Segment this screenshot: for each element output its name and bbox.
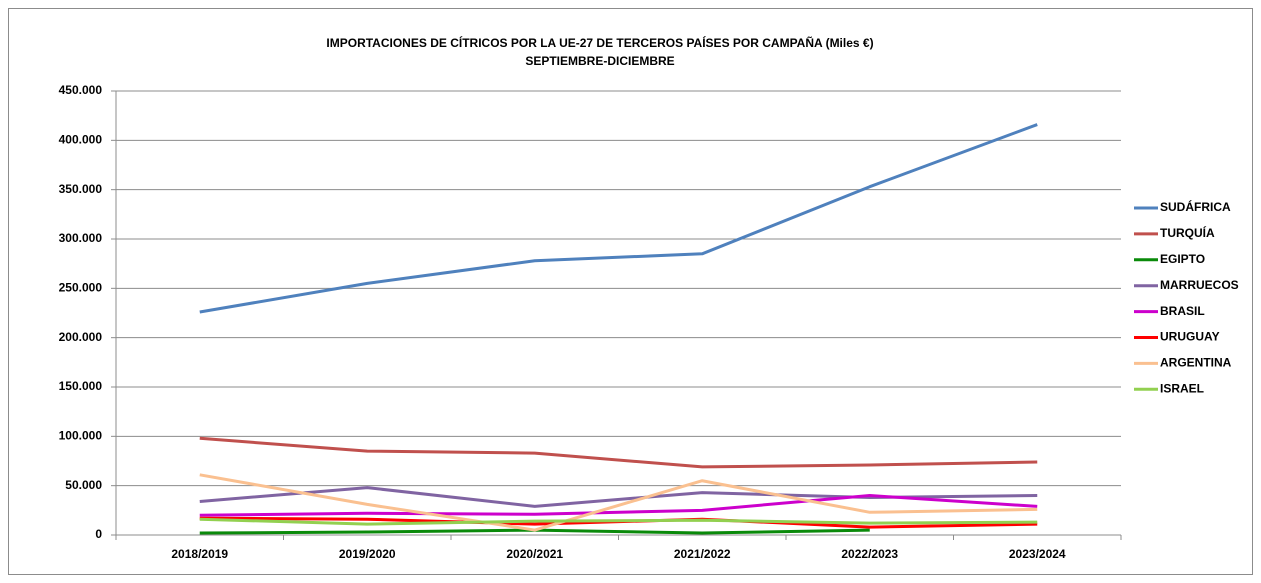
y-tick-label: 250.000 (59, 281, 103, 295)
x-tick-label: 2019/2020 (339, 547, 396, 561)
legend-label: BRASIL (1160, 304, 1205, 318)
legend-label: URUGUAY (1160, 330, 1220, 344)
series-line (199, 436, 1038, 469)
x-tick-label: 2021/2022 (674, 547, 731, 561)
legend-label: ISRAEL (1160, 381, 1204, 395)
series-line (199, 517, 1038, 526)
x-tick-label: 2018/2019 (171, 547, 228, 561)
x-tick-label: 2022/2023 (841, 547, 898, 561)
y-tick-label: 100.000 (59, 429, 103, 443)
chart-frame (8, 8, 1253, 575)
legend-label: SUDÁFRICA (1160, 199, 1231, 214)
legend-label: ARGENTINA (1160, 356, 1232, 370)
y-tick-label: 450.000 (59, 83, 103, 97)
y-tick-label: 200.000 (59, 330, 103, 344)
y-tick-label: 350.000 (59, 182, 103, 196)
series-line (199, 473, 1038, 532)
y-tick-label: 400.000 (59, 133, 103, 147)
series-line (199, 494, 1038, 517)
y-tick-label: 50.000 (65, 478, 102, 492)
legend-label: EGIPTO (1160, 252, 1205, 266)
y-tick-label: 0 (95, 527, 102, 541)
legend-label: TURQUÍA (1160, 225, 1215, 240)
chart-subtitle: SEPTIEMBRE-DICIEMBRE (525, 54, 674, 68)
y-tick-label: 150.000 (59, 379, 103, 393)
y-tick-label: 300.000 (59, 231, 103, 245)
series-line (199, 123, 1038, 314)
x-tick-label: 2020/2021 (506, 547, 563, 561)
legend-label: MARRUECOS (1160, 278, 1239, 292)
chart-title: IMPORTACIONES DE CÍTRICOS POR LA UE-27 D… (326, 35, 873, 50)
x-tick-label: 2023/2024 (1009, 547, 1066, 561)
